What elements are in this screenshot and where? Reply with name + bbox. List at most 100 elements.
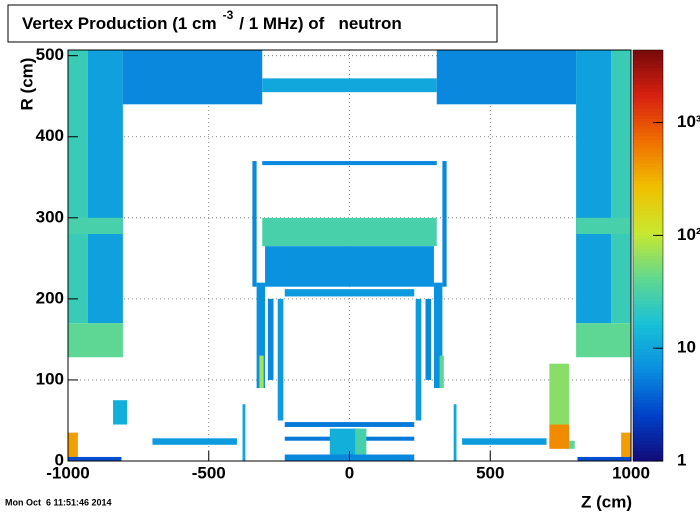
colorbar-segment	[633, 252, 663, 257]
heatmap-cell	[68, 456, 122, 461]
chart-title: Vertex Production (1 cm -3 / 1 MHz) of neu…	[22, 8, 402, 33]
colorbar-segment	[633, 183, 663, 188]
y-tick-label: 200	[36, 288, 64, 307]
colorbar-segment	[633, 63, 663, 68]
colorbar-segment	[633, 121, 663, 126]
heatmap-cell	[262, 161, 437, 166]
y-tick-label: 100	[36, 369, 64, 388]
colorbar-segment	[633, 406, 663, 411]
heatmap-cell	[267, 298, 274, 380]
heatmap-cell	[576, 323, 631, 358]
heatmap-cell	[259, 355, 264, 389]
colorbar-segment	[633, 324, 663, 329]
colorbar-segment	[633, 50, 663, 55]
x-tick-label: -1000	[46, 463, 89, 482]
colorbar-segment	[633, 115, 663, 120]
colorbar-segment	[633, 303, 663, 308]
colorbar-segment	[633, 433, 663, 438]
x-tick-label: 1000	[612, 463, 650, 482]
heatmap-cell	[355, 428, 367, 461]
colorbar-segment	[633, 53, 663, 58]
colorbar-segment	[633, 245, 663, 250]
colorbar-segment	[633, 91, 663, 96]
colorbar-tick-label: 10³	[677, 112, 700, 131]
heatmap-cell	[87, 50, 123, 324]
colorbar-segment	[633, 238, 663, 243]
colorbar-segment	[633, 378, 663, 383]
heatmap-cell	[576, 217, 631, 235]
heatmap-cell	[549, 363, 570, 425]
colorbar-segment	[633, 402, 663, 407]
heatmap-cell	[577, 456, 631, 461]
colorbar-segment	[633, 361, 663, 366]
colorbar-segment	[633, 231, 663, 236]
colorbar-segment	[633, 241, 663, 246]
heatmap-cell	[621, 432, 631, 457]
colorbar-segment	[633, 310, 663, 315]
heatmap-cell	[549, 424, 570, 449]
colorbar-segment	[633, 447, 663, 452]
colorbar-segment	[633, 104, 663, 109]
heatmap-cell	[453, 404, 457, 461]
colorbar-frame	[632, 49, 664, 462]
heatmap-cell	[569, 440, 575, 449]
colorbar-segment	[633, 306, 663, 311]
colorbar-segment	[633, 371, 663, 376]
title-rest: / 1 MHz) of neutron	[239, 14, 401, 33]
colorbar-segment	[633, 454, 663, 459]
x-tick-label: 0	[345, 463, 354, 482]
x-tick-label: 500	[476, 463, 504, 482]
colorbar-segment	[633, 351, 663, 356]
colorbar-segment	[633, 416, 663, 421]
colorbar-segment	[633, 234, 663, 239]
colorbar-segment	[633, 392, 663, 397]
colorbar-segment	[633, 187, 663, 192]
heatmap-cell	[256, 282, 266, 389]
colorbar-segment	[633, 173, 663, 178]
colorbar-segment	[633, 409, 663, 414]
colorbar-segment	[633, 358, 663, 363]
colorbar-segment	[633, 163, 663, 168]
heatmap-cell	[425, 298, 432, 380]
colorbar-segment	[633, 169, 663, 174]
colorbar-segment	[633, 204, 663, 209]
colorbar-segment	[633, 354, 663, 359]
colorbar-segment	[633, 255, 663, 260]
heatmap-cell	[68, 50, 88, 324]
colorbar-segment	[633, 276, 663, 281]
colorbar-segment	[633, 118, 663, 123]
colorbar-segment	[633, 279, 663, 284]
colorbar-tick-label: 1	[677, 450, 686, 469]
heatmap-cell	[113, 400, 128, 425]
colorbar-segment	[633, 108, 663, 113]
title-box	[7, 4, 498, 43]
y-axis-title: R (cm)	[17, 58, 36, 111]
colorbar-segment	[633, 207, 663, 212]
colorbar-segment	[633, 217, 663, 222]
y-tick-label: 400	[36, 126, 64, 145]
colorbar-segment	[633, 67, 663, 72]
y-tick-label: 500	[36, 45, 64, 64]
colorbar-segment	[633, 337, 663, 342]
colorbar-segment	[633, 60, 663, 65]
heatmap-cell	[415, 298, 422, 421]
y-tick-label: 300	[36, 207, 64, 226]
colorbar-segment	[633, 382, 663, 387]
colorbar-segment	[633, 258, 663, 263]
colorbar-segment	[633, 320, 663, 325]
colorbar-segment	[633, 193, 663, 198]
colorbar-segment	[633, 176, 663, 181]
title-superscript: -3	[223, 8, 234, 22]
colorbar-tick-label: 10	[677, 338, 696, 357]
x-axis-title: Z (cm)	[581, 492, 632, 511]
colorbar-segment	[633, 190, 663, 195]
colorbar-segment	[633, 159, 663, 164]
colorbar-segment	[633, 395, 663, 400]
colorbar-segment	[633, 344, 663, 349]
colorbar-segment	[633, 282, 663, 287]
colorbar-segment	[633, 111, 663, 116]
timestamp: Mon Oct 6 11:51:46 2014	[5, 497, 112, 507]
colorbar-segment	[633, 125, 663, 130]
heatmap-cell	[284, 422, 415, 427]
colorbar-segment	[633, 210, 663, 215]
